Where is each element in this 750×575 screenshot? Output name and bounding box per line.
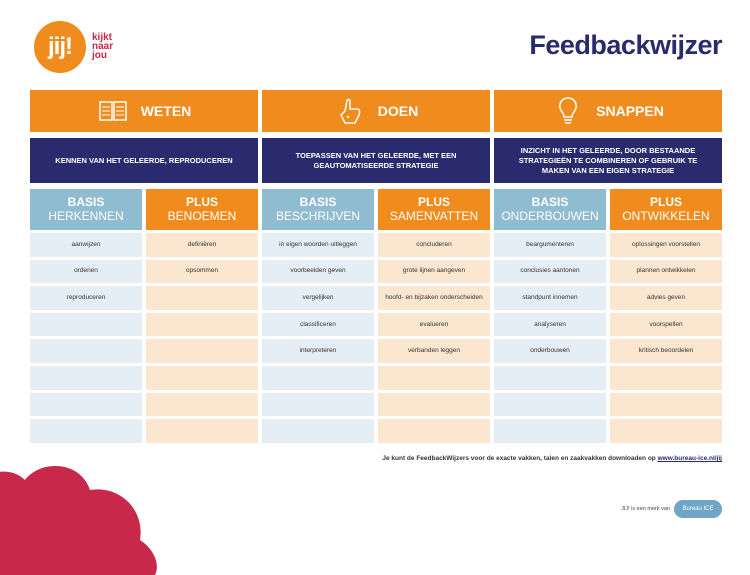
plus-cell (146, 419, 258, 443)
plus-cell (378, 419, 490, 443)
page-title: Feedbackwijzer (529, 30, 722, 60)
table-row: in eigen woorden uitleggen concluderen (262, 233, 490, 257)
basis-cell: vergelijken (262, 286, 374, 310)
basis-cell: aanwijzen (30, 233, 142, 257)
plus-cell (378, 392, 490, 417)
basis-cell (494, 419, 606, 443)
jij-logo: jij! (34, 21, 86, 73)
table-row: standpunt innemen advies geven (494, 286, 722, 310)
basis-cell (30, 339, 142, 363)
level-basis: BASIS BESCHRIJVEN (262, 189, 374, 230)
table-row: analyseren voorspellen (494, 312, 722, 337)
plus-cell (610, 392, 722, 417)
table-row: reproduceren (30, 286, 258, 310)
basis-cell: interpreteren (262, 339, 374, 363)
decorative-cloud-shape (0, 466, 157, 575)
level-basis: BASIS HERKENNEN (30, 189, 142, 230)
basis-cell (30, 392, 142, 417)
logo-tagline: kijkt naar jou (92, 32, 114, 61)
table-row (494, 392, 722, 417)
download-link[interactable]: www.bureau-ice.nl/jij (657, 455, 722, 462)
lightbulb-icon (552, 96, 584, 126)
column-header: WETEN (30, 90, 258, 132)
basis-cell (262, 365, 374, 390)
bureau-ice-logo: Bureau ICE (674, 500, 722, 518)
level-plus: PLUS BENOEMEN (146, 189, 258, 230)
table-row (30, 339, 258, 363)
column-header: SNAPPEN (494, 90, 722, 132)
level-basis: BASIS ONDERBOUWEN (494, 189, 606, 230)
basis-cell: reproduceren (30, 286, 142, 310)
plus-cell: opsommen (146, 259, 258, 284)
table-row: conclusies aantonen plannen ontwikkelen (494, 259, 722, 284)
column-snappen: SNAPPEN INZICHT IN HET GELEERDE, DOOR BE… (494, 90, 722, 446)
basis-cell: ordenen (30, 259, 142, 284)
plus-cell: concluderen (378, 233, 490, 257)
basis-cell: conclusies aantonen (494, 259, 606, 284)
table-row (262, 392, 490, 417)
basis-cell (494, 392, 606, 417)
basis-cell (30, 312, 142, 337)
table-row: classificeren evalueren (262, 312, 490, 337)
plus-cell: voorspellen (610, 312, 722, 337)
basis-cell: voorbeelden geven (262, 259, 374, 284)
level-plus: PLUS ONTWIKKELEN (610, 189, 722, 230)
plus-cell: grote lijnen aangeven (378, 259, 490, 284)
column-description: INZICHT IN HET GELEERDE, DOOR BESTAANDE … (494, 138, 722, 183)
basis-cell (30, 419, 142, 443)
basis-cell: in eigen woorden uitleggen (262, 233, 374, 257)
basis-cell (262, 392, 374, 417)
basis-cell: beargumenteren (494, 233, 606, 257)
book-icon (97, 96, 129, 126)
table-row: voorbeelden geven grote lijnen aangeven (262, 259, 490, 284)
plus-cell: oplossingen voorstellen (610, 233, 722, 257)
basis-cell (30, 365, 142, 390)
plus-cell (610, 365, 722, 390)
column-weten: WETEN KENNEN VAN HET GELEERDE, REPRODUCE… (30, 90, 258, 446)
basis-cell: analyseren (494, 312, 606, 337)
table-row (494, 365, 722, 390)
plus-cell (610, 419, 722, 443)
plus-cell: advies geven (610, 286, 722, 310)
column-doen: DOEN TOEPASSEN VAN HET GELEERDE, MET EEN… (262, 90, 490, 446)
table-row: aanwijzen definiëren (30, 233, 258, 257)
table-row (262, 365, 490, 390)
basis-cell: standpunt innemen (494, 286, 606, 310)
plus-cell (146, 286, 258, 310)
download-footnote: Je kunt de FeedbackWijzers voor de exact… (382, 455, 722, 462)
basis-cell (262, 419, 374, 443)
table-row: vergelijken hoofd- en bijzaken onderschei… (262, 286, 490, 310)
plus-cell (146, 365, 258, 390)
table-row (30, 365, 258, 390)
table-row (30, 419, 258, 443)
plus-cell: verbanden leggen (378, 339, 490, 363)
plus-cell (146, 312, 258, 337)
table-row (30, 312, 258, 337)
plus-cell: evalueren (378, 312, 490, 337)
table-row (30, 392, 258, 417)
basis-cell (494, 365, 606, 390)
column-header: DOEN (262, 90, 490, 132)
table-row: beargumenteren oplossingen voorstellen (494, 233, 722, 257)
plus-cell: kritisch beoordelen (610, 339, 722, 363)
plus-cell (146, 392, 258, 417)
column-description: TOEPASSEN VAN HET GELEERDE, MET EEN GEAU… (262, 138, 490, 183)
basis-cell: classificeren (262, 312, 374, 337)
table-row: interpreteren verbanden leggen (262, 339, 490, 363)
plus-cell: plannen ontwikkelen (610, 259, 722, 284)
column-description: KENNEN VAN HET GELEERDE, REPRODUCEREN (30, 138, 258, 183)
level-plus: PLUS SAMENVATTEN (378, 189, 490, 230)
plus-cell: definiëren (146, 233, 258, 257)
table-row: onderbouwen kritisch beoordelen (494, 339, 722, 363)
basis-cell: onderbouwen (494, 339, 606, 363)
plus-cell (378, 365, 490, 390)
table-row (494, 419, 722, 443)
table-row (262, 419, 490, 443)
table-row: ordenen opsommen (30, 259, 258, 284)
brand-credit: JIJ! is een merk van Bureau ICE (621, 500, 722, 518)
plus-cell (146, 339, 258, 363)
hand-pointer-icon (334, 96, 366, 126)
plus-cell: hoofd- en bijzaken onderscheiden (378, 286, 490, 310)
